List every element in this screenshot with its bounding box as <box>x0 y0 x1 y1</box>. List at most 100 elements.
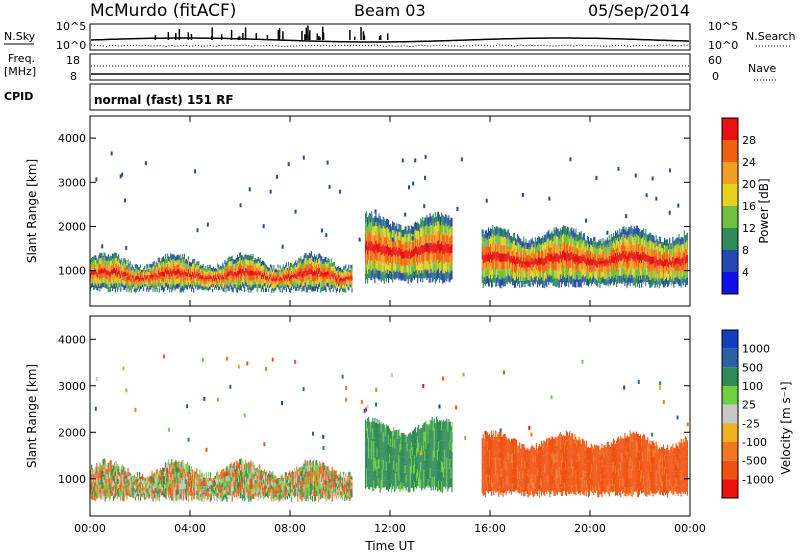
data-cell <box>515 280 517 288</box>
data-cell <box>649 248 651 257</box>
data-cell <box>684 242 686 250</box>
data-cell <box>266 272 268 277</box>
data-cell <box>528 240 530 247</box>
data-cell <box>157 482 159 487</box>
data-cell <box>237 486 240 492</box>
data-cell <box>376 234 378 244</box>
data-cell <box>160 267 162 272</box>
data-cell <box>92 269 94 275</box>
data-cell <box>406 244 408 252</box>
data-cell <box>641 238 643 247</box>
data-cell <box>242 488 244 495</box>
data-cell <box>559 251 561 260</box>
data-cell <box>186 260 188 265</box>
data-cell <box>446 272 448 282</box>
data-cell <box>233 476 235 483</box>
data-cell <box>659 264 661 272</box>
data-cell <box>260 261 262 267</box>
data-cell <box>187 470 190 476</box>
data-cell <box>297 276 299 281</box>
data-cell <box>321 256 323 262</box>
data-cell <box>176 278 178 284</box>
data-cell <box>270 283 272 287</box>
data-cell <box>242 483 244 489</box>
data-cell <box>128 482 130 487</box>
data-cell <box>162 276 165 283</box>
data-cell <box>117 469 119 475</box>
data-cell <box>222 491 224 497</box>
data-cell <box>206 265 208 269</box>
data-cell <box>192 478 194 483</box>
data-cell <box>247 488 249 494</box>
date-title: 05/Sep/2014 <box>588 1 690 20</box>
data-cell <box>515 245 517 253</box>
data-cell <box>502 262 504 271</box>
data-cell <box>324 275 326 281</box>
data-cell <box>631 227 633 236</box>
data-cell <box>238 493 241 499</box>
data-cell <box>421 270 423 279</box>
sparse-echo <box>144 161 147 166</box>
data-cell <box>243 279 245 284</box>
data-cell <box>659 243 661 251</box>
data-cell <box>167 269 169 275</box>
data-cell <box>399 255 401 264</box>
data-cell <box>217 280 219 284</box>
data-cell <box>203 493 205 498</box>
data-cell <box>307 270 309 275</box>
data-cell <box>130 288 132 293</box>
data-cell <box>629 252 631 262</box>
data-cell <box>177 278 179 284</box>
data-cell <box>547 267 549 275</box>
data-cell <box>566 253 568 262</box>
data-cell <box>168 475 170 482</box>
data-cell <box>131 285 133 289</box>
data-cell <box>178 273 180 279</box>
data-cell <box>422 273 424 283</box>
data-cell <box>159 467 161 473</box>
data-cell <box>647 248 649 256</box>
data-cell <box>634 262 636 271</box>
data-cell <box>487 269 490 279</box>
data-cell <box>106 256 108 262</box>
data-cell <box>498 252 500 262</box>
data-cell <box>136 264 138 269</box>
data-cell <box>662 268 665 275</box>
data-cell <box>529 243 531 250</box>
data-cell <box>250 281 252 288</box>
data-cell <box>146 477 148 481</box>
data-cell <box>329 275 331 280</box>
data-cell <box>113 283 116 289</box>
data-cell <box>683 252 685 261</box>
data-cell <box>315 276 317 282</box>
data-cell <box>398 264 400 273</box>
data-cell <box>534 237 536 244</box>
data-cell <box>424 217 426 227</box>
data-cell <box>94 279 96 285</box>
data-cell <box>310 250 312 257</box>
data-cell <box>609 252 611 260</box>
data-cell <box>174 270 176 276</box>
data-cell <box>96 478 98 484</box>
data-cell <box>110 460 112 466</box>
data-cell <box>626 239 628 248</box>
data-cell <box>685 248 687 257</box>
data-cell <box>496 277 498 287</box>
data-cell <box>209 493 211 498</box>
data-cell <box>436 269 438 280</box>
data-cell <box>301 287 303 292</box>
data-cell <box>306 254 308 261</box>
data-cell <box>550 247 552 255</box>
data-cell <box>566 261 568 270</box>
data-cell <box>205 492 207 497</box>
data-cell <box>494 258 496 267</box>
data-cell <box>213 284 216 288</box>
data-cell <box>511 271 513 279</box>
data-cell <box>632 229 634 238</box>
data-cell <box>645 229 647 238</box>
data-cell <box>653 276 655 284</box>
data-cell <box>179 478 181 484</box>
data-cell <box>636 243 638 253</box>
data-cell <box>392 221 394 231</box>
nsearch-bottom-tick: 10^0 <box>708 39 738 52</box>
